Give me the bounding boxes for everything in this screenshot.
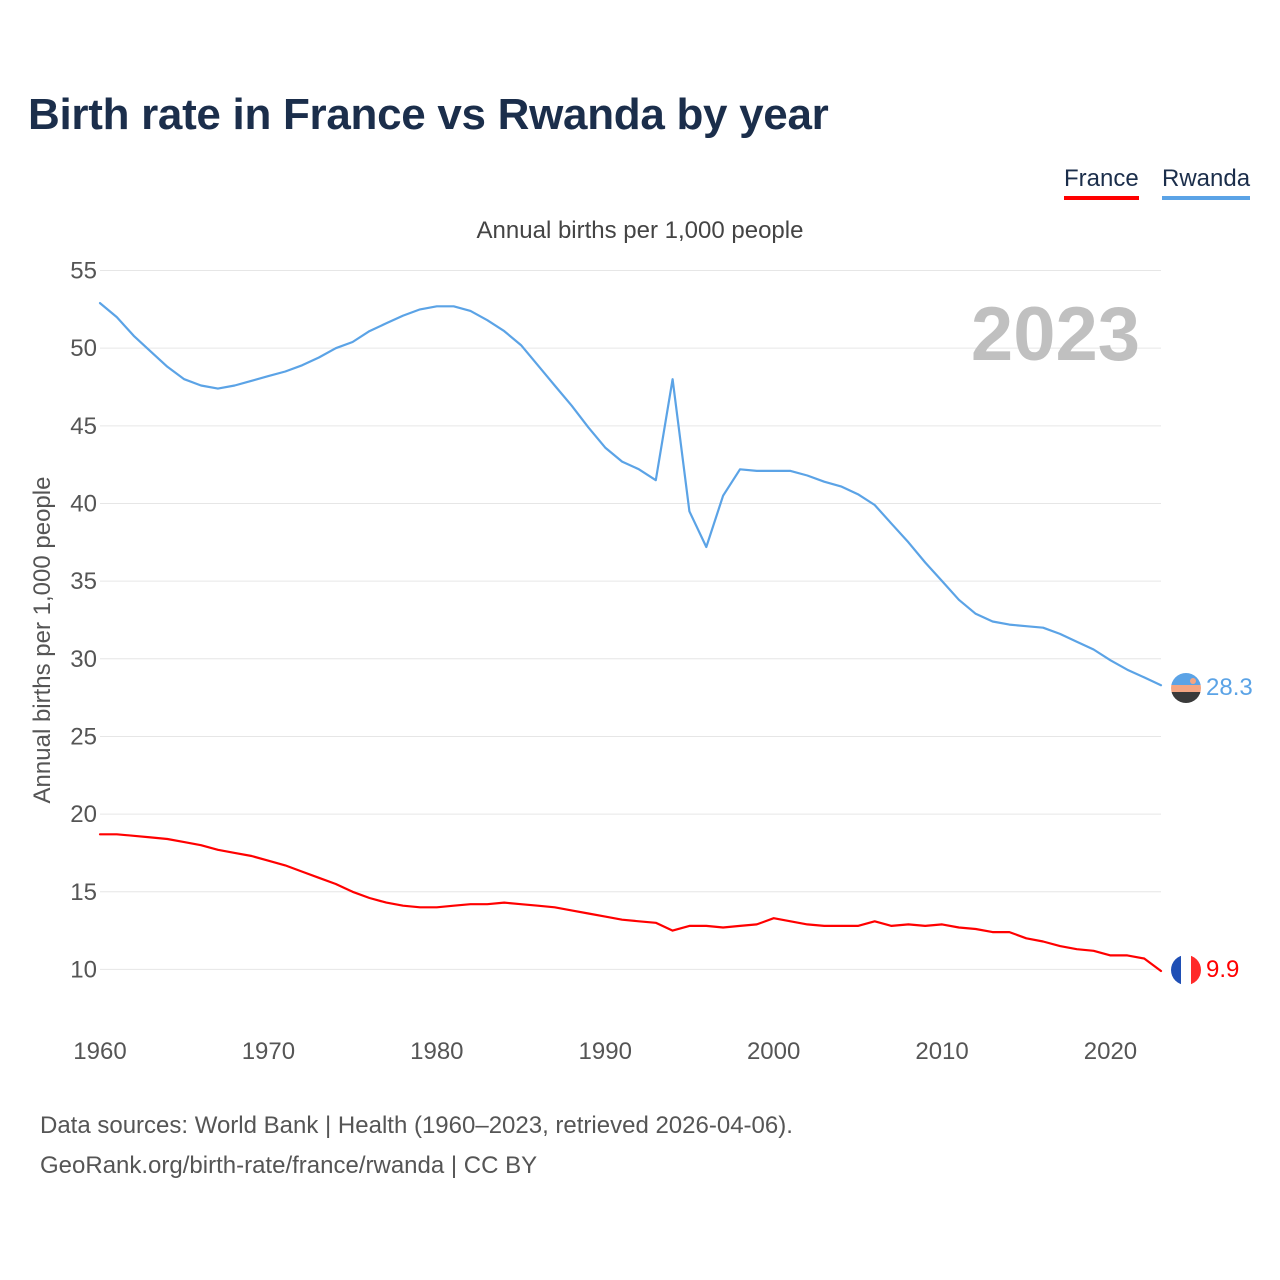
source-line-2[interactable]: GeoRank.org/birth-rate/france/rwanda | C… <box>40 1152 538 1179</box>
rwanda-end-value: 28.3 <box>1206 674 1253 701</box>
y-tick-label-35: 35 <box>70 568 97 595</box>
y-tick-label-55: 55 <box>70 258 97 285</box>
y-axis-ticks: 10 15 20 25 30 35 40 45 50 55 <box>70 258 97 984</box>
rwanda-flag-icon <box>1171 673 1201 703</box>
series-end-markers: 28.3 9.9 <box>1171 673 1253 985</box>
y-tick-label-15: 15 <box>70 879 97 906</box>
x-tick-label-1980: 1980 <box>410 1038 463 1065</box>
y-tick-label-50: 50 <box>70 335 97 362</box>
legend-item-rwanda[interactable]: Rwanda <box>1162 165 1251 200</box>
x-axis-ticks: 1960 1970 1980 1990 2000 2010 2020 <box>73 1038 1137 1065</box>
series-line-france[interactable] <box>98 833 1163 973</box>
x-tick-label-1990: 1990 <box>579 1038 632 1065</box>
france-end-value: 9.9 <box>1206 956 1239 983</box>
source-line-1: Data sources: World Bank | Health (1960–… <box>40 1112 793 1139</box>
gridlines <box>100 270 1161 970</box>
series-line-rwanda[interactable] <box>98 302 1163 687</box>
y-tick-label-30: 30 <box>70 646 97 673</box>
x-tick-label-2000: 2000 <box>747 1038 800 1065</box>
chart-title: Birth rate in France vs Rwanda by year <box>28 90 829 139</box>
x-tick-label-1960: 1960 <box>73 1038 126 1065</box>
france-flag-icon <box>1171 955 1201 985</box>
x-tick-label-2020: 2020 <box>1084 1038 1137 1065</box>
y-tick-label-10: 10 <box>70 956 97 983</box>
x-tick-label-2010: 2010 <box>915 1038 968 1065</box>
year-label: 2023 <box>971 292 1140 377</box>
chart-subtitle: Annual births per 1,000 people <box>476 217 804 244</box>
source-note: Data sources: World Bank | Health (1960–… <box>40 1106 793 1186</box>
x-tick-label-1970: 1970 <box>242 1038 295 1065</box>
y-axis-label: Annual births per 1,000 people <box>29 477 56 804</box>
series-lines <box>98 302 1163 973</box>
y-tick-label-20: 20 <box>70 801 97 828</box>
y-tick-label-25: 25 <box>70 723 97 750</box>
y-tick-label-40: 40 <box>70 490 97 517</box>
y-tick-label-45: 45 <box>70 413 97 440</box>
legend-item-france[interactable]: France <box>1064 165 1139 200</box>
